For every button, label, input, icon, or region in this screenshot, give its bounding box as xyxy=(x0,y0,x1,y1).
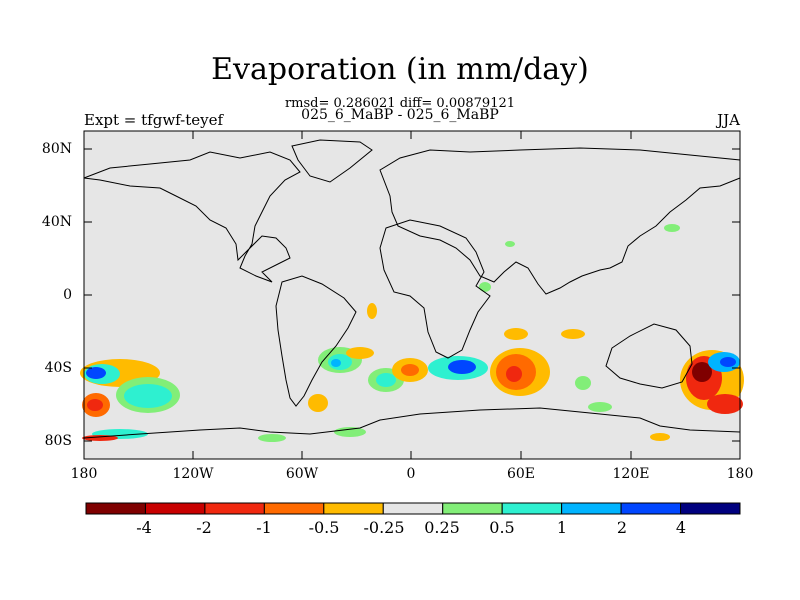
colorbar-label: 4 xyxy=(675,518,687,537)
stats-line: rmsd= 0.286021 diff= 0.00879121 xyxy=(284,96,516,111)
colorbar-swatch xyxy=(680,502,741,515)
anomaly-patches xyxy=(80,224,744,442)
coastlines xyxy=(83,139,741,439)
lat-label-40s: 40S xyxy=(44,360,72,376)
lat-label-80n: 80N xyxy=(41,141,72,157)
lon-label-0: 0 xyxy=(406,466,416,482)
colorbar-swatch xyxy=(561,502,622,515)
colorbar-swatch xyxy=(620,502,682,515)
map-background xyxy=(84,131,740,459)
colorbar-label: -0.5 xyxy=(308,518,340,537)
lat-label-0: 0 xyxy=(63,287,72,303)
colorbar-swatch xyxy=(323,502,384,515)
season-label: JJA xyxy=(717,111,740,129)
colorbar-label: 0.5 xyxy=(489,518,515,537)
colorbar-label: -1 xyxy=(256,518,272,537)
colorbar-swatch xyxy=(501,502,563,515)
colorbar-label: -2 xyxy=(196,518,212,537)
colorbar-swatch xyxy=(263,502,325,515)
colorbar-label: 2 xyxy=(616,518,628,537)
colorbar-swatch xyxy=(85,502,146,515)
map-subtitle: 025_6_MaBP - 025_6_MaBP xyxy=(301,107,499,123)
colorbar-swatch xyxy=(144,502,206,515)
lat-label-40n: 40N xyxy=(41,214,72,230)
colorbar-swatch xyxy=(442,502,503,515)
axis-ticks xyxy=(84,131,740,459)
lat-label-80s: 80S xyxy=(44,433,72,449)
lon-label-180-right: 180 xyxy=(726,466,754,482)
lon-label-120e: 120E xyxy=(612,466,650,482)
lon-label-180-left: 180 xyxy=(70,466,98,482)
experiment-label: Expt = tfgwf-teyef xyxy=(84,111,224,129)
colorbar-swatch xyxy=(204,502,265,515)
colorbar-label: -0.25 xyxy=(363,518,405,537)
lon-label-60w: 60W xyxy=(285,466,319,482)
colorbar-swatch xyxy=(382,502,444,515)
colorbar xyxy=(85,502,741,515)
map-title: Evaporation (in mm/day) xyxy=(211,52,589,87)
lon-label-60e: 60E xyxy=(506,466,536,482)
lon-label-120w: 120W xyxy=(172,466,214,482)
colorbar-label: 1 xyxy=(556,518,568,537)
colorbar-label: -4 xyxy=(136,518,152,537)
colorbar-label: 0.25 xyxy=(424,518,460,537)
